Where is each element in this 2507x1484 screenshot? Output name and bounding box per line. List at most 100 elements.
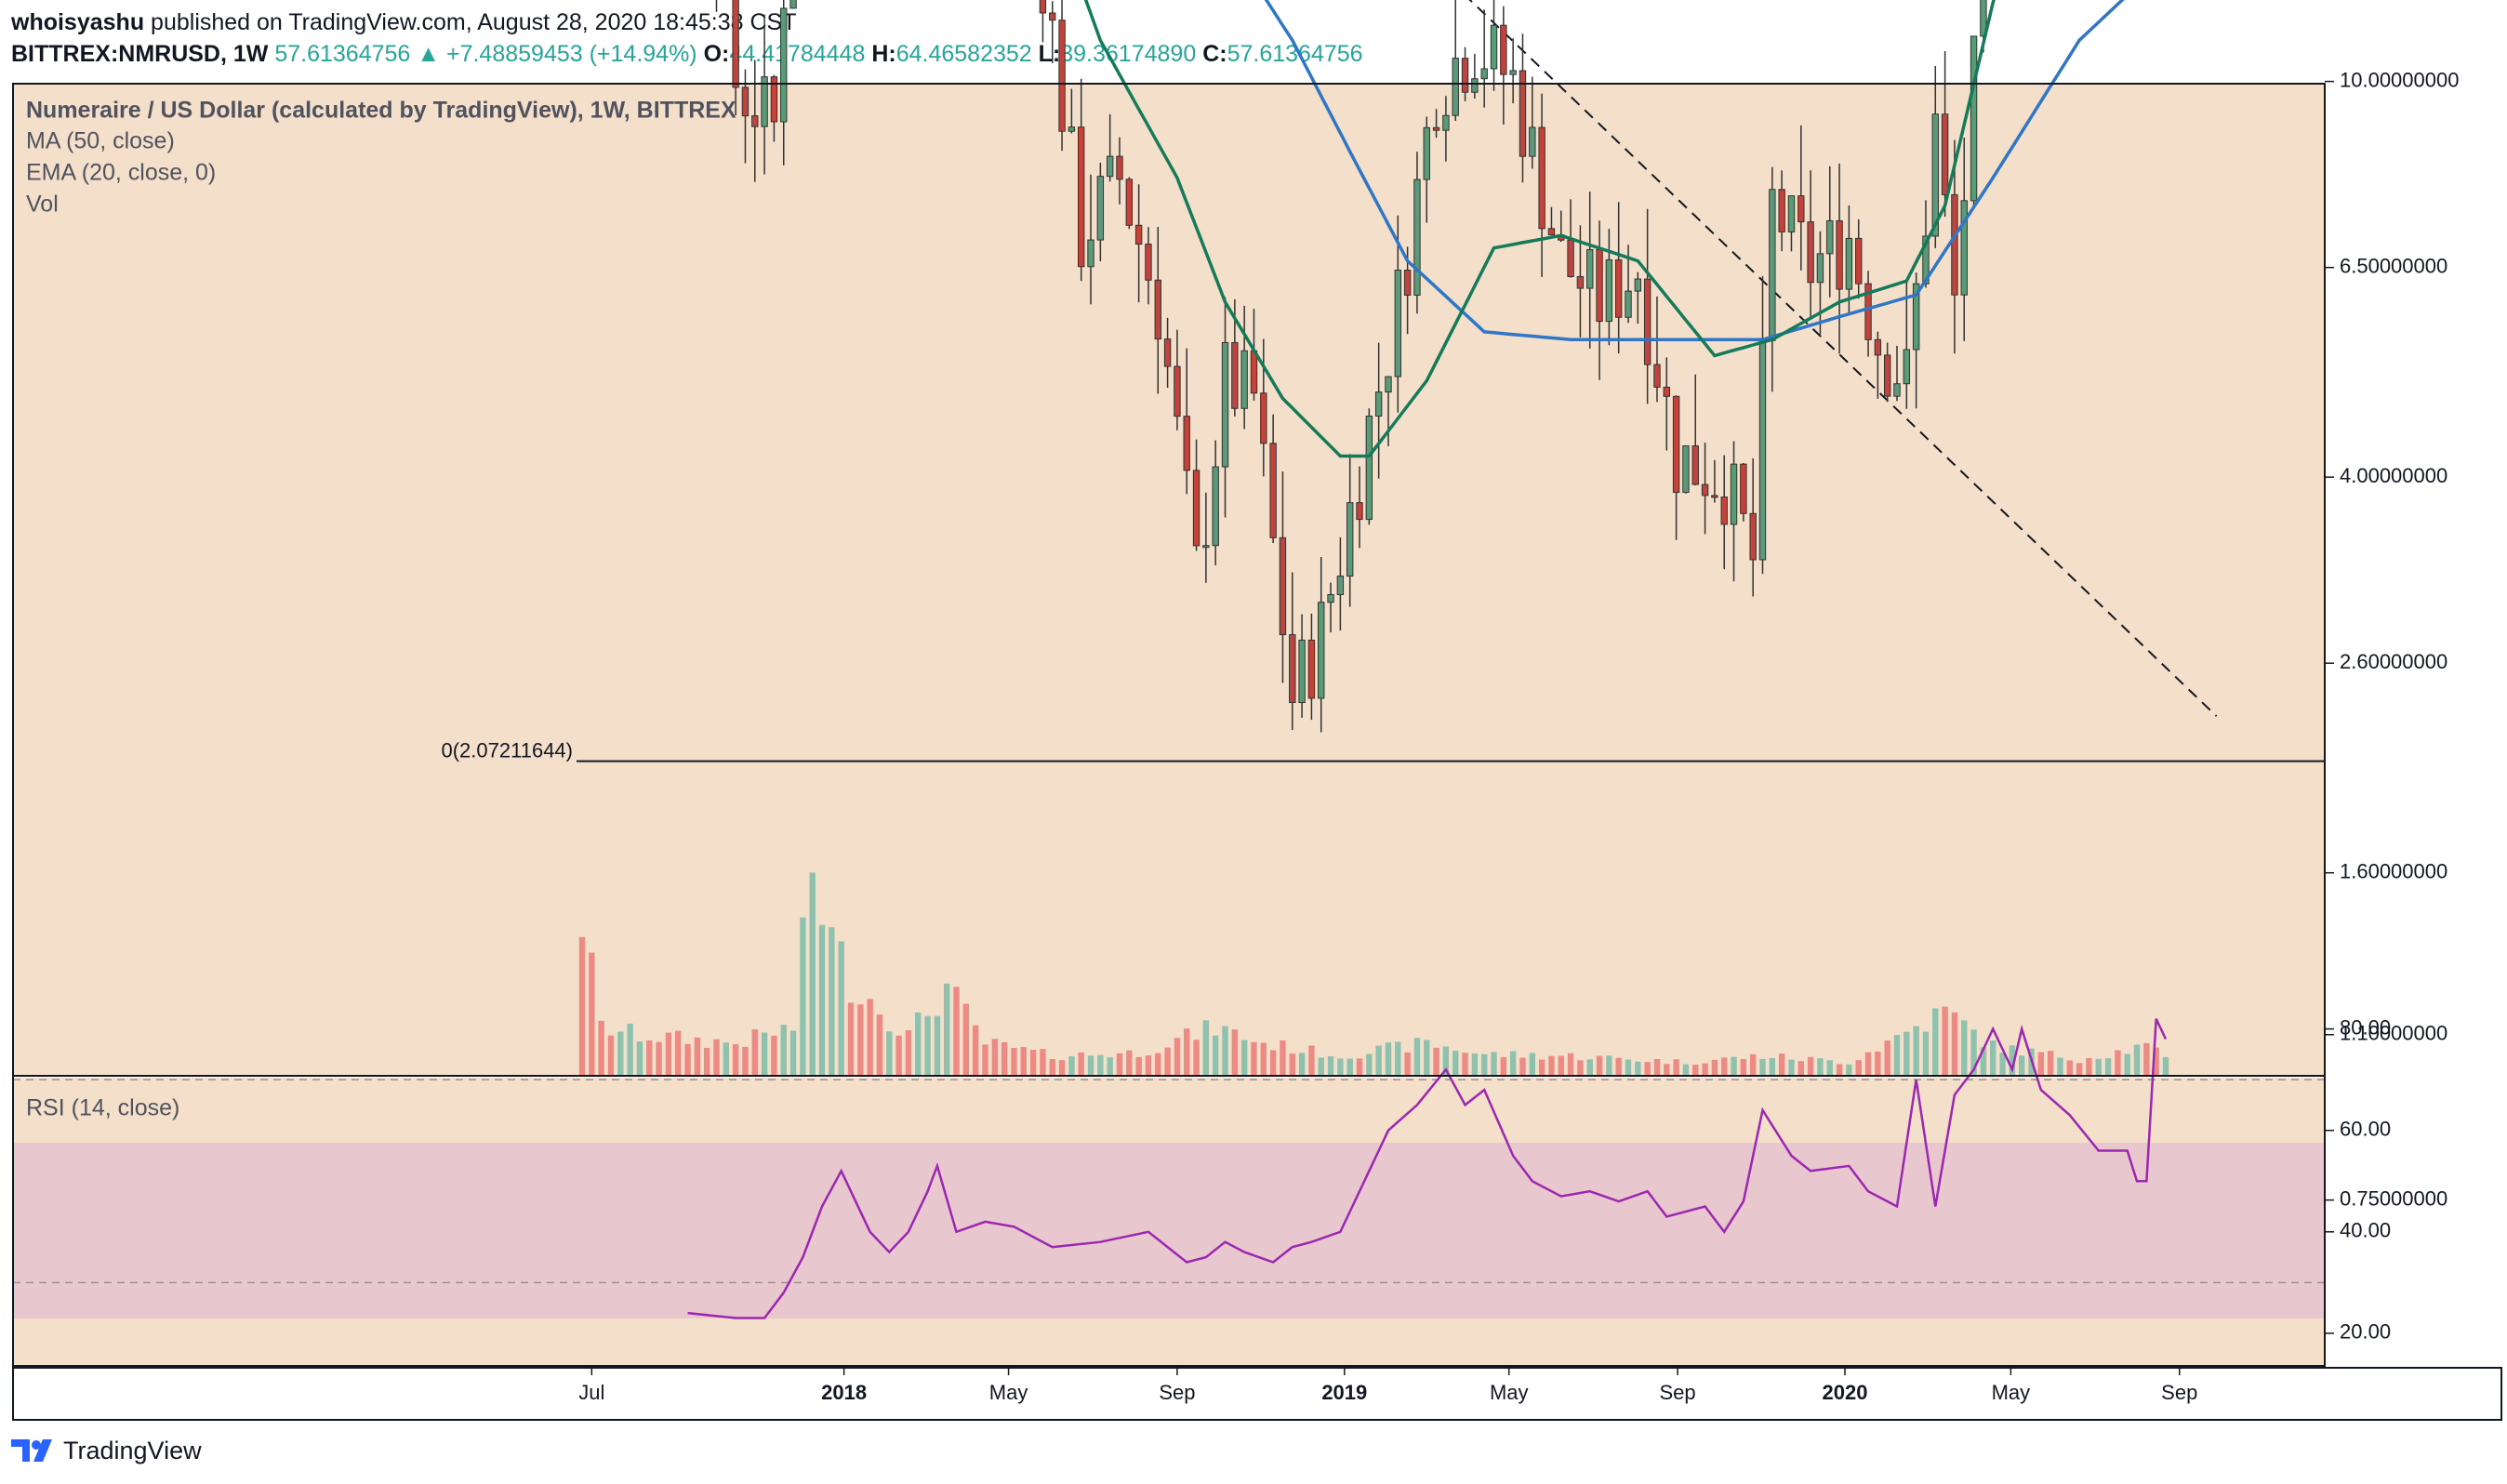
volume-bar-122 — [1749, 1053, 1757, 1075]
volume-bar-46 — [1020, 1047, 1027, 1075]
legend-title: Numeraire / US Dollar (calculated by Tra… — [26, 98, 736, 124]
volume-bar-126 — [1788, 1059, 1795, 1075]
volume-bar-149 — [2009, 1045, 2016, 1075]
time-tick-label-8: May — [1992, 1381, 2031, 1404]
volume-bar-53 — [1087, 1055, 1094, 1075]
volume-bars — [578, 872, 2169, 1075]
volume-bar-97 — [1509, 1051, 1517, 1075]
candle-body-68 — [1231, 341, 1239, 409]
candle-body-60 — [1154, 279, 1161, 340]
candle-body-112 — [1653, 364, 1661, 388]
volume-bar-110 — [1635, 1061, 1641, 1075]
candle-body-52 — [1078, 126, 1085, 268]
candle-body-105 — [1586, 248, 1594, 289]
volume-bar-136 — [1884, 1040, 1890, 1075]
volume-bar-96 — [1500, 1056, 1507, 1075]
candle-body-104 — [1576, 275, 1585, 289]
candle-body-87 — [1413, 179, 1421, 296]
volume-bar-123 — [1759, 1058, 1766, 1075]
candle-body-119 — [1720, 497, 1728, 525]
volume-bar-65 — [1202, 1020, 1210, 1075]
volume-bar-92 — [1462, 1053, 1468, 1075]
candle-body-145 — [1970, 35, 1978, 202]
axes: 680.00000000440.00000000290.00000000190.… — [12, 68, 2502, 1421]
volume-bar-154 — [2057, 1057, 2063, 1075]
candle-body-142 — [1941, 113, 1949, 195]
candle-body-132 — [1845, 237, 1853, 290]
volume-bar-147 — [1990, 1040, 1996, 1075]
legend-rsi: RSI (14, close) — [26, 1095, 179, 1121]
ohlc-line: BITTREX:NMRUSD, 1W 57.61364756 ▲ +7.4885… — [11, 41, 1363, 68]
rsi-tick-label-3: 20.00 — [2340, 1320, 2391, 1344]
candle-body-56 — [1116, 155, 1123, 180]
tradingview-brand[interactable]: TradingView — [63, 1436, 202, 1464]
volume-bar-148 — [1999, 1053, 2006, 1075]
candle-body-16 — [732, 0, 739, 88]
volume-bar-133 — [1855, 1060, 1862, 1075]
candle-body-135 — [1874, 338, 1882, 356]
volume-bar-124 — [1769, 1057, 1776, 1075]
time-tick-label-6: Sep — [1660, 1381, 1696, 1404]
volume-bar-59 — [1145, 1055, 1152, 1075]
candle-body-97 — [1509, 70, 1517, 75]
candle-body-73 — [1279, 537, 1287, 636]
candle-body-78 — [1327, 593, 1334, 603]
volume-bar-25 — [818, 924, 826, 1075]
volume-bar-152 — [2037, 1052, 2045, 1075]
time-tick-label-9: Sep — [2161, 1381, 2197, 1404]
candle-body-63 — [1183, 416, 1190, 471]
volume-bar-18 — [751, 1029, 758, 1075]
high-label: H: — [871, 41, 896, 67]
volume-bar-104 — [1577, 1060, 1584, 1075]
volume-bar-142 — [1942, 1006, 1948, 1075]
volume-bar-146 — [1980, 1047, 1987, 1075]
volume-bar-57 — [1126, 1050, 1133, 1075]
main-pane[interactable] — [13, 84, 2325, 1075]
volume-bar-87 — [1413, 1038, 1421, 1075]
rsi-line — [687, 1018, 2168, 1319]
volume-bar-140 — [1922, 1031, 1930, 1075]
fibonacci-levels: 4.236(356.82657965)3.618(305.07061689)2.… — [442, 0, 2325, 762]
candle-body-79 — [1336, 576, 1345, 595]
volume-bar-73 — [1280, 1040, 1286, 1075]
low-label: L: — [1038, 41, 1061, 67]
time-tick-label-0: Jul — [578, 1381, 604, 1404]
rsi-tick-label-1: 60.00 — [2340, 1118, 2391, 1141]
volume-bar-27 — [838, 941, 844, 1075]
volume-bar-33 — [895, 1035, 902, 1075]
candle-body-67 — [1221, 341, 1229, 468]
volume-bar-106 — [1596, 1055, 1603, 1075]
volume-bar-162 — [2133, 1044, 2141, 1075]
volume-bar-37 — [934, 1015, 941, 1075]
volume-bar-41 — [972, 1025, 979, 1075]
volume-bar-63 — [1184, 1028, 1190, 1075]
rsi-indicator — [13, 1018, 2325, 1319]
price-tick-label-14: 1.10000000 — [2340, 1022, 2447, 1045]
candle-body-89 — [1432, 126, 1440, 131]
volume-bar-144 — [1961, 1020, 1968, 1075]
tradingview-logo-icon[interactable] — [7, 1432, 56, 1469]
volume-bar-91 — [1452, 1051, 1459, 1075]
volume-bar-32 — [886, 1031, 893, 1075]
candle-body-125 — [1778, 189, 1785, 232]
volume-bar-5 — [627, 1023, 633, 1075]
candle-body-77 — [1318, 602, 1325, 699]
publisher-name[interactable]: whoisyashu — [11, 9, 145, 35]
volume-bar-54 — [1097, 1054, 1104, 1075]
candle-body-140 — [1922, 235, 1930, 285]
candle-body-96 — [1500, 24, 1507, 75]
volume-bar-8 — [656, 1041, 662, 1075]
volume-bar-77 — [1318, 1057, 1324, 1075]
volume-bar-58 — [1135, 1056, 1142, 1075]
time-tick-label-4: 2019 — [1321, 1381, 1367, 1404]
candle-body-22 — [789, 0, 797, 9]
legend-vol: Vol — [26, 192, 59, 218]
volume-bar-138 — [1903, 1031, 1910, 1075]
candle-body-85 — [1394, 270, 1402, 378]
volume-bar-121 — [1740, 1058, 1747, 1075]
ema-line — [1083, 0, 1996, 458]
volume-bar-61 — [1164, 1047, 1171, 1075]
volume-bar-17 — [742, 1046, 749, 1075]
candle-body-126 — [1787, 195, 1796, 232]
